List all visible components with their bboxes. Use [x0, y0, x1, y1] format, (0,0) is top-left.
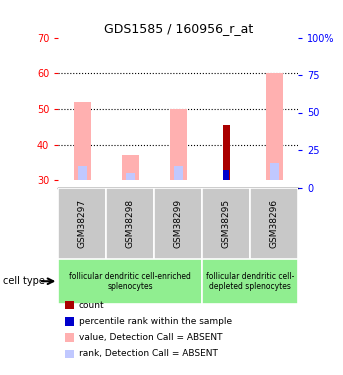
Bar — [202, 259, 298, 304]
Text: GSM38299: GSM38299 — [174, 199, 183, 248]
Bar — [174, 166, 183, 180]
Bar — [126, 173, 135, 180]
Bar — [154, 188, 202, 259]
Text: GSM38298: GSM38298 — [126, 199, 135, 248]
Bar — [78, 166, 87, 180]
Bar — [170, 109, 187, 180]
Text: rank, Detection Call = ABSENT: rank, Detection Call = ABSENT — [79, 349, 218, 358]
Text: value, Detection Call = ABSENT: value, Detection Call = ABSENT — [79, 333, 222, 342]
Text: GSM38296: GSM38296 — [270, 199, 279, 248]
Bar — [266, 73, 283, 180]
Bar — [58, 188, 106, 259]
Title: GDS1585 / 160956_r_at: GDS1585 / 160956_r_at — [104, 22, 253, 35]
Bar — [74, 102, 91, 180]
Text: cell type: cell type — [3, 276, 45, 286]
Text: follicular dendritic cell-
depleted splenocytes: follicular dendritic cell- depleted sple… — [206, 272, 295, 291]
Bar — [122, 155, 139, 180]
Text: follicular dendritic cell-enriched
splenocytes: follicular dendritic cell-enriched splen… — [69, 272, 191, 291]
Text: GSM38295: GSM38295 — [222, 199, 231, 248]
Bar — [202, 188, 250, 259]
Bar — [106, 188, 154, 259]
Bar — [58, 259, 202, 304]
Text: percentile rank within the sample: percentile rank within the sample — [79, 317, 232, 326]
Bar — [270, 162, 279, 180]
Text: count: count — [79, 301, 105, 310]
Bar — [223, 125, 230, 180]
Bar — [250, 188, 298, 259]
Bar — [223, 170, 229, 180]
Text: GSM38297: GSM38297 — [78, 199, 87, 248]
